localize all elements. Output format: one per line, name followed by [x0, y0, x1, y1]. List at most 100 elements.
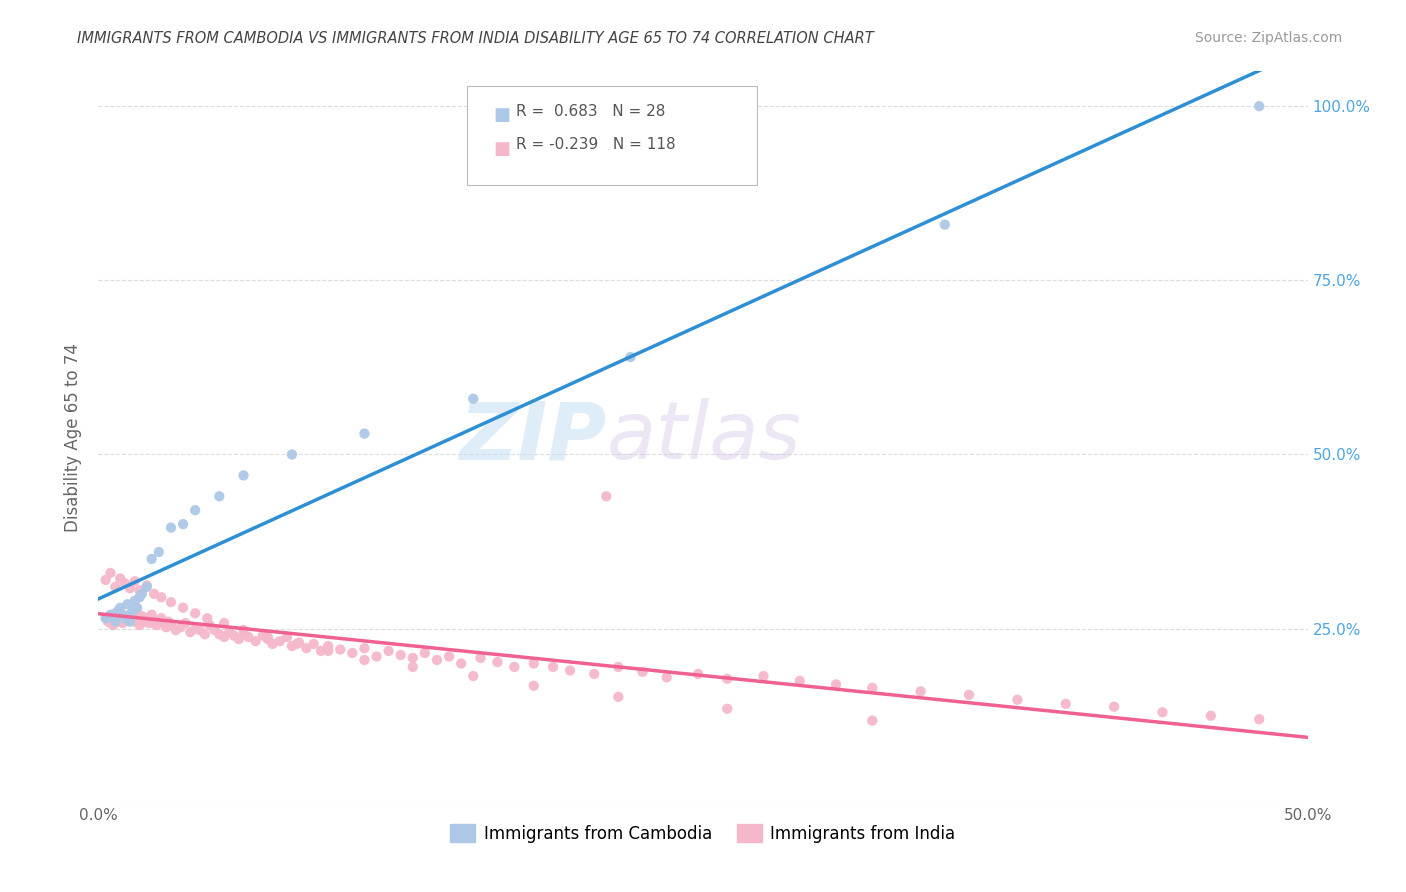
Point [245, 634, 267, 648]
Point [172, 600, 194, 615]
Point [353, 641, 375, 656]
Point [121, 611, 143, 625]
Point [262, 637, 284, 651]
Point [288, 635, 311, 649]
Point [232, 468, 254, 483]
Point [232, 623, 254, 637]
Text: Source: ZipAtlas.com: Source: ZipAtlas.com [1195, 31, 1343, 45]
Point [150, 591, 173, 605]
Point [160, 595, 183, 609]
Point [138, 616, 160, 631]
Point [195, 611, 218, 625]
Point [285, 637, 308, 651]
Point [118, 581, 141, 595]
Point [114, 576, 136, 591]
Legend: Immigrants from Cambodia, Immigrants from India: Immigrants from Cambodia, Immigrants fro… [444, 818, 962, 849]
Point [583, 667, 606, 681]
Point [208, 489, 231, 503]
Point [97, 615, 120, 629]
Point [1102, 699, 1125, 714]
Point [94, 573, 117, 587]
Point [256, 632, 278, 646]
Point [111, 607, 134, 622]
Point [204, 623, 226, 637]
Point [155, 620, 177, 634]
Y-axis label: Disability Age 65 to 74: Disability Age 65 to 74 [65, 343, 83, 532]
Point [789, 673, 811, 688]
Point [124, 615, 146, 629]
Point [276, 630, 298, 644]
Point [619, 350, 641, 364]
Point [228, 632, 250, 646]
FancyBboxPatch shape [467, 86, 758, 185]
Point [463, 392, 485, 406]
Point [145, 618, 167, 632]
Text: ZIP: ZIP [458, 398, 606, 476]
Text: atlas: atlas [606, 398, 801, 476]
Point [124, 594, 146, 608]
Point [114, 609, 136, 624]
Point [860, 681, 883, 695]
Point [389, 648, 412, 662]
Point [179, 625, 201, 640]
Point [135, 578, 157, 592]
Point [135, 611, 157, 625]
Point [523, 657, 546, 671]
Point [118, 607, 141, 622]
Point [212, 630, 235, 644]
Point [100, 607, 122, 622]
Point [169, 620, 191, 634]
Point [108, 600, 131, 615]
Point [688, 667, 710, 681]
Point [402, 651, 425, 665]
Point [174, 616, 197, 631]
Point [121, 604, 143, 618]
Point [316, 639, 339, 653]
Point [631, 665, 654, 679]
Point [655, 670, 678, 684]
Point [141, 552, 163, 566]
Point [111, 616, 134, 631]
Point [1249, 712, 1271, 726]
Point [118, 615, 141, 629]
Text: ■: ■ [494, 139, 510, 158]
Point [503, 660, 526, 674]
Point [127, 607, 149, 621]
Point [150, 611, 173, 625]
Point [1054, 697, 1077, 711]
Point [212, 616, 235, 631]
Point [558, 664, 581, 678]
Point [256, 630, 278, 644]
Point [100, 566, 122, 580]
Point [595, 489, 617, 503]
Point [128, 618, 150, 632]
Point [1199, 708, 1222, 723]
Point [108, 611, 131, 625]
Point [342, 646, 364, 660]
Point [860, 714, 883, 728]
Point [94, 611, 117, 625]
Point [752, 669, 775, 683]
Point [353, 426, 375, 441]
Point [1007, 692, 1029, 706]
Point [104, 607, 127, 621]
Point [184, 622, 207, 636]
Point [450, 657, 472, 671]
Point [934, 218, 956, 232]
Point [101, 618, 124, 632]
Point [329, 642, 352, 657]
Point [825, 677, 848, 691]
Point [426, 653, 449, 667]
Point [117, 613, 139, 627]
Point [208, 627, 231, 641]
Point [108, 572, 131, 586]
Point [194, 627, 217, 641]
Point [607, 660, 630, 674]
Point [157, 615, 180, 629]
Point [148, 615, 170, 629]
Point [184, 607, 207, 621]
Point [198, 618, 221, 632]
Point [152, 616, 174, 631]
Point [100, 609, 122, 624]
Text: ■: ■ [494, 106, 510, 125]
